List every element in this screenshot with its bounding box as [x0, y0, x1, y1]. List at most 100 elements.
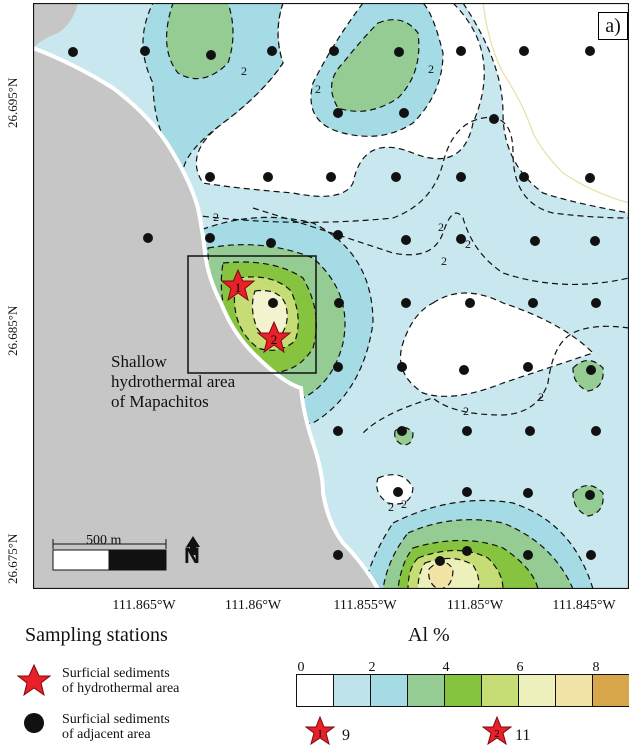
al-color-bar	[296, 674, 629, 707]
station-dot	[523, 488, 533, 498]
station-dot	[333, 230, 343, 240]
legend-dot-line-2: of adjacent area	[62, 727, 151, 742]
station-dot	[334, 298, 344, 308]
station-dot	[585, 173, 595, 183]
bar-tick-8: 8	[592, 660, 600, 675]
lat-tick-2: 26.685°N	[5, 305, 20, 356]
legend-dot-text: Surficial sediments of adjacent area	[62, 712, 170, 742]
station-dot	[68, 47, 78, 57]
north-label: N	[184, 543, 200, 568]
station-dot	[530, 236, 540, 246]
area-label-line-3: of Mapachitos	[111, 392, 209, 411]
station-dot	[585, 490, 595, 500]
station-dot	[329, 46, 339, 56]
station-dot	[523, 550, 533, 560]
star-icon	[220, 268, 256, 302]
bar-tick-0: 0	[297, 660, 305, 675]
station-dot	[391, 172, 401, 182]
color-bar-segment	[333, 674, 371, 707]
contour-label: 2	[241, 64, 247, 78]
station-dot	[523, 362, 533, 372]
hydrothermal-area-label: Shallow hydrothermal area of Mapachitos	[111, 352, 235, 412]
legend-star-line-2: of hydrothermal area	[62, 681, 180, 696]
lon-tick-1: 111.865°W	[112, 598, 176, 613]
color-bar-segment	[296, 674, 334, 707]
area-label-line-1: Shallow	[111, 352, 167, 371]
color-bar-segment	[407, 674, 445, 707]
color-bar-segment	[481, 674, 519, 707]
contour-label: 2	[463, 404, 469, 418]
station-dot	[397, 426, 407, 436]
legend-star-1-icon: 1	[305, 716, 335, 746]
color-bar-segment	[370, 674, 408, 707]
station-dot	[399, 108, 409, 118]
station-dot	[591, 298, 601, 308]
legend-star-icon	[17, 664, 51, 697]
contour-label: 2	[401, 497, 407, 511]
color-bar-segment	[444, 674, 482, 707]
panel-label: a)	[598, 12, 628, 40]
station-dot	[528, 298, 538, 308]
contour-fill-east-green-1	[572, 359, 604, 392]
scale-bar	[52, 539, 167, 571]
star-label-2: 2	[271, 332, 278, 347]
legend-dot-icon	[24, 713, 44, 733]
contour-fill-green-north-2	[331, 19, 420, 112]
contour-label: 2	[213, 210, 219, 224]
lat-tick-3: 26.675°N	[5, 533, 20, 584]
station-dot	[586, 550, 596, 560]
station-dot	[519, 46, 529, 56]
station-dot	[456, 234, 466, 244]
color-bar-segment	[518, 674, 556, 707]
station-dot	[462, 487, 472, 497]
lat-tick-1: 26.695°N	[5, 77, 20, 128]
station-dot	[140, 46, 150, 56]
land-area	[33, 3, 378, 589]
stations-legend-title: Sampling stations	[25, 624, 168, 646]
contour-fill-pale-hydrothermal	[251, 289, 288, 338]
station-dot	[205, 172, 215, 182]
color-bar-segment	[555, 674, 593, 707]
station-dot	[333, 362, 343, 372]
contour-label: 2	[388, 500, 394, 514]
legend-star-1-num: 1	[317, 728, 323, 740]
station-dot	[333, 426, 343, 436]
contour-line-east	[362, 325, 629, 434]
station-dot	[143, 233, 153, 243]
station-dot	[591, 426, 601, 436]
star-label-1: 1	[235, 280, 242, 295]
station-dot	[525, 426, 535, 436]
station-dot	[435, 556, 445, 566]
hydrothermal-area-box	[187, 255, 317, 374]
area-label-line-2: hydrothermal area	[111, 372, 236, 391]
al-legend-title: Al %	[408, 624, 450, 646]
land-top-left	[33, 3, 78, 48]
contour-line-upper	[192, 116, 629, 223]
legend-star-1-value: 9	[342, 727, 350, 744]
lon-tick-3: 111.855°W	[333, 598, 397, 613]
bar-tick-2: 2	[368, 660, 376, 675]
station-dot	[459, 365, 469, 375]
station-dot	[489, 114, 499, 124]
bar-tick-4: 4	[442, 660, 450, 675]
contour-label: 2	[441, 254, 447, 268]
star-station-1: 1	[220, 268, 256, 302]
lon-tick-5: 111.845°W	[552, 598, 616, 613]
legend-star-2-num: 2	[494, 728, 500, 740]
station-dot	[462, 426, 472, 436]
contour-label: 2	[428, 62, 434, 76]
shoreline-northeast	[482, 3, 629, 204]
legend-dot-line-1: Surficial sediments	[62, 712, 170, 727]
color-bar-segment	[592, 674, 629, 707]
contour-label: 2	[438, 220, 444, 234]
station-dot	[268, 298, 278, 308]
station-dot	[585, 46, 595, 56]
station-dot	[206, 50, 216, 60]
station-dot	[462, 546, 472, 556]
contour-fill-white-northeast	[462, 3, 629, 214]
legend-star-line-1: Surficial sediments	[62, 666, 170, 681]
contour-fill-green-north-1	[165, 3, 234, 80]
contour-label: 2	[538, 390, 544, 404]
legend-star-2-value: 11	[515, 727, 531, 744]
